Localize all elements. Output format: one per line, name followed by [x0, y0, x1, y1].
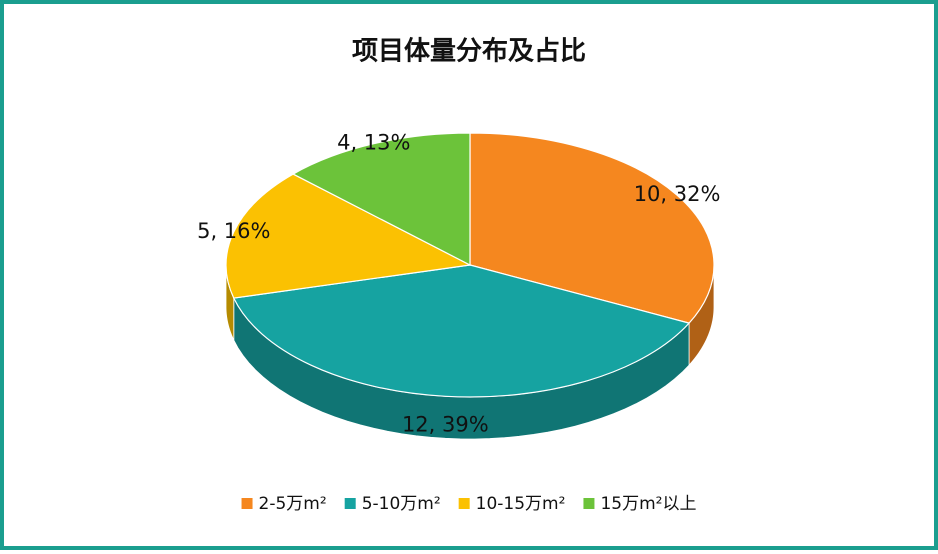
pie-slice: [469, 132, 715, 324]
pie-slice: [291, 132, 471, 266]
legend-swatch: [458, 498, 470, 509]
pie-slice: [225, 173, 472, 299]
data-label: 12, 39%: [402, 413, 489, 437]
data-label: 4, 13%: [337, 131, 410, 155]
legend-label: 15万m²以上: [600, 494, 696, 514]
chart-title: 项目体量分布及占比: [352, 37, 586, 67]
legend: 2-5万m² 5-10万m² 10-15万m² 15万m²以上: [241, 494, 696, 514]
legend-label: 10-15万m²: [476, 494, 566, 514]
data-label: 5, 16%: [197, 219, 270, 243]
legend-label: 5-10万m²: [362, 494, 441, 514]
legend-swatch: [241, 498, 253, 509]
legend-swatch: [583, 498, 595, 509]
data-label: 10, 32%: [634, 182, 721, 206]
legend-label: 2-5万m²: [259, 494, 327, 514]
legend-swatch: [344, 498, 356, 509]
pie-slice: [232, 264, 691, 398]
